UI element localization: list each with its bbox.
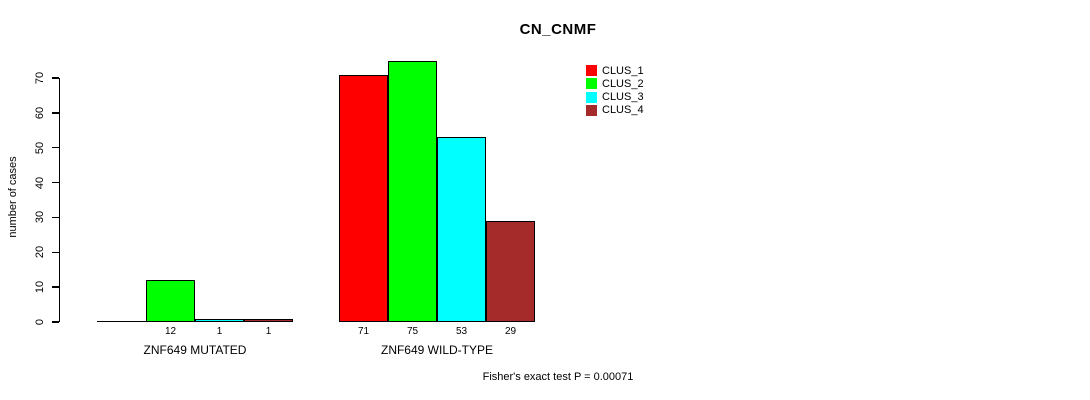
y-tick-mark	[52, 286, 59, 288]
legend-label-clus_4: CLUS_4	[602, 104, 644, 117]
legend-swatch-clus_2	[586, 78, 597, 90]
y-tick-label: 10	[34, 281, 46, 294]
y-tick-mark	[52, 251, 59, 254]
y-tick-label: 30	[34, 211, 46, 224]
legend-swatch-clus_4	[586, 104, 597, 116]
bar-value-label: 75	[406, 326, 419, 337]
bar-value-label: 1	[265, 326, 272, 337]
y-tick-mark	[52, 146, 59, 149]
y-tick-label: 60	[34, 106, 46, 119]
stat-annotation: Fisher's exact test P = 0.00071	[482, 371, 634, 383]
bar-value-label: 1	[216, 326, 223, 337]
legend-label-clus_1: CLUS_1	[602, 64, 644, 77]
y-axis-label: number of cases	[7, 156, 19, 238]
y-tick-mark	[52, 112, 59, 114]
bar-clus_4	[244, 318, 293, 322]
y-tick-label: 20	[34, 246, 46, 259]
y-tick-label: 40	[34, 176, 46, 189]
y-tick-mark	[52, 321, 59, 323]
bar-clus_3	[437, 137, 486, 322]
bar-value-label: 29	[504, 326, 517, 337]
bar-value-label: 12	[164, 326, 177, 337]
category-label: ZNF649 WILD-TYPE	[380, 343, 494, 357]
legend-swatch-clus_3	[586, 91, 597, 103]
bar-clus_1-zero	[97, 320, 146, 322]
legend-label-clus_2: CLUS_2	[602, 77, 644, 90]
legend-label-clus_3: CLUS_3	[602, 91, 644, 104]
y-tick-mark	[52, 77, 59, 79]
bar-clus_2	[146, 280, 195, 322]
category-label: ZNF649 MUTATED	[143, 343, 247, 357]
chart-title: CN_CNMF	[519, 21, 597, 38]
y-tick-label: 50	[34, 141, 46, 154]
y-axis-line	[58, 78, 60, 322]
legend-swatch-clus_1	[586, 65, 597, 76]
bar-clus_2	[388, 60, 437, 322]
bar-clus_1	[339, 74, 388, 322]
bar-value-label: 53	[455, 326, 468, 337]
bar-clus_3	[195, 318, 244, 322]
y-tick-mark	[52, 216, 59, 219]
y-tick-mark	[52, 181, 59, 184]
bar-value-label: 71	[357, 326, 370, 337]
bar-clus_4	[486, 220, 535, 322]
y-tick-label: 70	[34, 71, 46, 85]
y-tick-label: 0	[34, 318, 46, 326]
